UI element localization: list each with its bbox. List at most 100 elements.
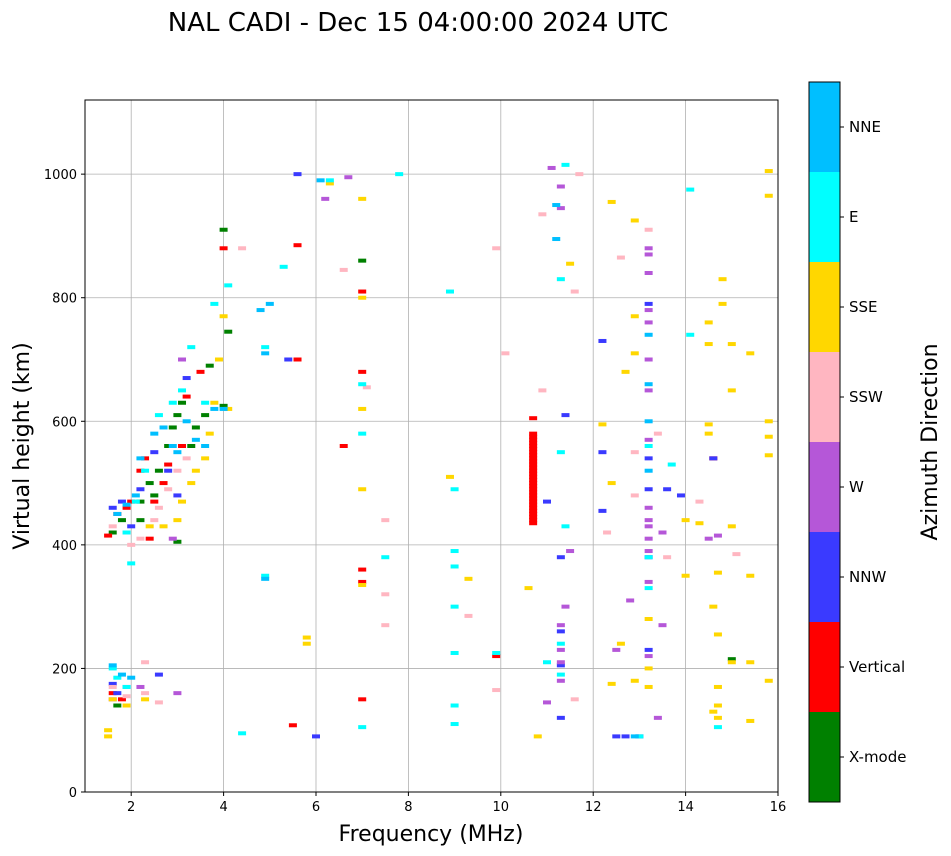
data-point: [644, 505, 653, 510]
data-point: [713, 684, 722, 689]
colorbar-segment: [809, 442, 840, 532]
data-point: [644, 524, 653, 529]
data-point: [653, 715, 662, 720]
data-point: [764, 169, 773, 174]
data-point: [644, 555, 653, 560]
data-point: [621, 369, 630, 374]
colorbar-tick-label: Vertical: [849, 658, 905, 676]
data-point: [219, 246, 228, 251]
data-point: [127, 561, 136, 566]
data-point: [261, 576, 270, 581]
data-point: [358, 289, 367, 294]
data-point: [561, 604, 570, 609]
data-point: [445, 474, 454, 479]
data-point: [131, 499, 140, 504]
data-point: [238, 731, 247, 736]
data-point: [626, 598, 635, 603]
data-point: [556, 450, 565, 455]
data-point: [136, 499, 145, 504]
data-point: [173, 539, 182, 544]
data-point: [159, 524, 168, 529]
data-point: [104, 734, 113, 739]
data-point: [727, 657, 736, 662]
data-point: [122, 505, 131, 510]
data-point: [201, 444, 210, 448]
series-e: [108, 162, 722, 739]
colorbar-tick-label: X-mode: [849, 748, 906, 766]
data-point: [543, 660, 551, 665]
data-point: [566, 549, 575, 554]
data-point: [709, 709, 718, 714]
data-point: [312, 734, 320, 739]
data-point: [196, 369, 205, 374]
data-point: [178, 400, 187, 405]
x-tick-label: 14: [677, 800, 694, 815]
data-point: [358, 567, 367, 572]
data-point: [141, 468, 150, 473]
data-point: [644, 419, 653, 424]
colorbar-segment: [809, 262, 840, 352]
data-point: [529, 468, 538, 473]
data-point: [538, 212, 547, 217]
data-point: [182, 419, 191, 424]
colorbar-segment: [809, 532, 840, 622]
data-point: [529, 447, 538, 452]
data-point: [210, 400, 219, 405]
data-point: [450, 650, 459, 655]
data-point: [529, 484, 538, 489]
data-point: [630, 218, 639, 223]
data-point: [395, 172, 404, 177]
data-point: [570, 697, 579, 702]
y-tick-label: 600: [52, 415, 77, 430]
data-point: [658, 623, 667, 628]
data-point: [603, 530, 612, 535]
data-point: [450, 722, 459, 727]
data-point: [168, 444, 177, 448]
data-point: [556, 623, 565, 628]
data-point: [122, 502, 131, 507]
data-point: [676, 493, 685, 498]
data-point: [529, 465, 538, 470]
data-point: [187, 345, 196, 350]
data-point: [219, 406, 228, 411]
data-point: [552, 237, 561, 242]
series-sse: [104, 169, 773, 739]
data-point: [644, 654, 653, 659]
data-point: [529, 459, 538, 464]
colorbar-tick-label: NNE: [849, 118, 881, 136]
data-point: [182, 456, 191, 461]
data-point: [173, 493, 182, 498]
data-point: [616, 255, 625, 260]
data-point: [187, 444, 196, 448]
data-point: [381, 555, 390, 560]
data-point: [168, 425, 177, 430]
data-point: [358, 295, 367, 300]
data-point: [136, 518, 145, 523]
data-point: [136, 536, 145, 541]
data-point: [561, 524, 570, 529]
data-point: [293, 243, 302, 248]
data-point: [113, 703, 122, 708]
data-point: [150, 499, 159, 504]
data-point: [450, 564, 459, 569]
data-point: [529, 515, 538, 520]
data-point: [644, 246, 653, 251]
data-point: [556, 629, 565, 634]
data-point: [173, 691, 182, 696]
data-point: [635, 734, 644, 739]
data-point: [764, 419, 773, 424]
data-point: [709, 456, 718, 461]
data-point: [529, 502, 538, 507]
data-point: [339, 267, 348, 272]
data-point: [644, 388, 653, 393]
y-axis-ticks: 0 200 400 600 800 1000: [44, 168, 85, 801]
data-point: [136, 684, 145, 689]
data-point: [556, 555, 565, 560]
data-point: [168, 536, 177, 541]
data-point: [746, 718, 755, 723]
data-point: [117, 672, 126, 677]
data-point: [644, 382, 653, 387]
x-axis-ticks: 2 4 6 8 10 12 14 16: [127, 792, 786, 815]
data-point: [644, 308, 653, 313]
data-point: [284, 357, 293, 362]
